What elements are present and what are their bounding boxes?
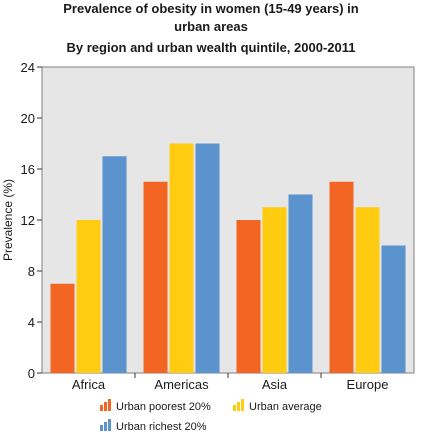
chart-title-line-1: Prevalence of obesity in women (15-49 ye… xyxy=(63,1,359,16)
legend-label: Urban richest 20% xyxy=(116,421,207,433)
y-tick-label: 24 xyxy=(21,60,35,75)
legend-swatch xyxy=(104,422,107,431)
bar xyxy=(355,207,380,373)
bar xyxy=(262,207,287,373)
y-axis-title: Prevalence (%) xyxy=(1,179,15,261)
y-tick-label: 12 xyxy=(21,213,35,228)
legend-swatch xyxy=(241,399,244,411)
bar xyxy=(169,143,194,373)
legend-swatch xyxy=(100,405,103,411)
x-tick-label: Asia xyxy=(262,377,288,392)
y-tick-label: 20 xyxy=(21,111,35,126)
bar xyxy=(236,220,261,373)
legend-swatch xyxy=(233,405,236,411)
legend-swatch xyxy=(237,402,240,411)
bar xyxy=(76,220,101,373)
bar xyxy=(102,156,127,373)
x-tick-label: Europe xyxy=(347,377,389,392)
legend-swatch xyxy=(100,425,103,431)
legend-swatch xyxy=(104,402,107,411)
y-tick-label: 0 xyxy=(28,366,35,381)
bar xyxy=(50,283,75,373)
chart-title: Prevalence of obesity in women (15-49 ye… xyxy=(0,0,422,57)
legend-label: Urban average xyxy=(249,401,322,413)
chart-title-line-2: urban areas xyxy=(174,19,248,34)
bar xyxy=(195,143,220,373)
x-tick-label: Americas xyxy=(154,377,209,392)
x-tick-label: Africa xyxy=(72,377,106,392)
legend-swatch xyxy=(108,399,111,411)
legend-label: Urban poorest 20% xyxy=(116,401,211,413)
bar xyxy=(381,245,406,373)
bar xyxy=(288,194,313,373)
bar xyxy=(329,181,354,373)
y-tick-label: 8 xyxy=(28,264,35,279)
bar xyxy=(143,181,168,373)
y-tick-label: 16 xyxy=(21,162,35,177)
y-tick-label: 4 xyxy=(28,315,35,330)
chart-subtitle: By region and urban wealth quintile, 200… xyxy=(66,40,356,55)
legend-swatch xyxy=(108,419,111,431)
